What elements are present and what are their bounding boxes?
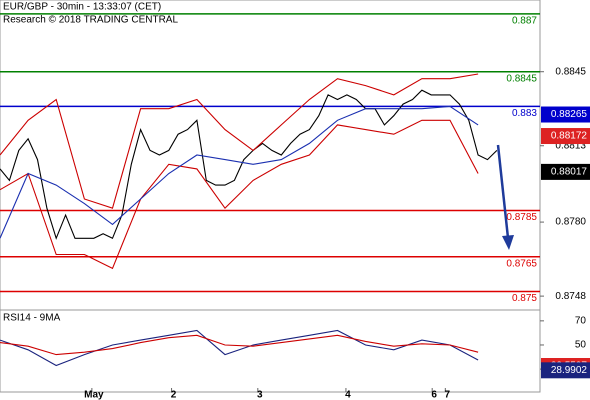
plot-frame xyxy=(0,0,541,393)
x-tick-label: 3 xyxy=(257,390,263,400)
series-line xyxy=(0,89,498,240)
level-label: 0.883 xyxy=(512,108,537,119)
y-tick-label: 0.8748 xyxy=(555,291,586,302)
y-tick-label: 50 xyxy=(575,340,587,351)
level-label: 0.8765 xyxy=(506,258,537,269)
x-tick-label: 7 xyxy=(445,390,451,400)
price-tag xyxy=(541,106,590,123)
level-label: 0.875 xyxy=(512,293,537,304)
price-tag-label: 0.88017 xyxy=(551,167,588,178)
x-tick-label: May xyxy=(84,390,104,400)
level-label: 0.8845 xyxy=(506,73,537,84)
series-line xyxy=(0,73,479,209)
price-tag-label: 28.9902 xyxy=(551,365,588,376)
marks: 0.887 0.8845 0.883 0.8785 0.8765 0.875 0.8845 0… xyxy=(0,13,590,400)
price-tag-label: 0.88265 xyxy=(551,109,588,120)
level-label: 0.8785 xyxy=(506,212,537,223)
price-tag-label: 0.88172 xyxy=(551,131,588,142)
forecast-arrow xyxy=(496,144,514,250)
x-tick-label: 2 xyxy=(171,390,177,400)
price-tag xyxy=(541,128,590,145)
y-tick-label: 0.8780 xyxy=(555,217,586,228)
y-tick-label: 70 xyxy=(575,315,587,326)
series-line xyxy=(0,105,479,239)
x-tick-label: 6 xyxy=(431,390,437,400)
chart-subtitle: Research © 2018 TRADING CENTRAL xyxy=(3,15,178,26)
level-label: 0.887 xyxy=(512,16,537,27)
y-tick-label: 0.8813 xyxy=(555,140,586,151)
series-line xyxy=(0,329,479,367)
price-tag xyxy=(541,362,590,379)
rsi-title: RSI14 - 9MA xyxy=(3,313,61,324)
chart-title: EUR/GBP - 30min - 13:33:07 (CET) xyxy=(3,2,161,13)
x-tick-label: 4 xyxy=(345,390,351,400)
series-line xyxy=(0,334,479,356)
series-line xyxy=(0,119,479,270)
price-tag xyxy=(541,163,590,180)
y-tick-label: 0.8845 xyxy=(555,66,586,77)
